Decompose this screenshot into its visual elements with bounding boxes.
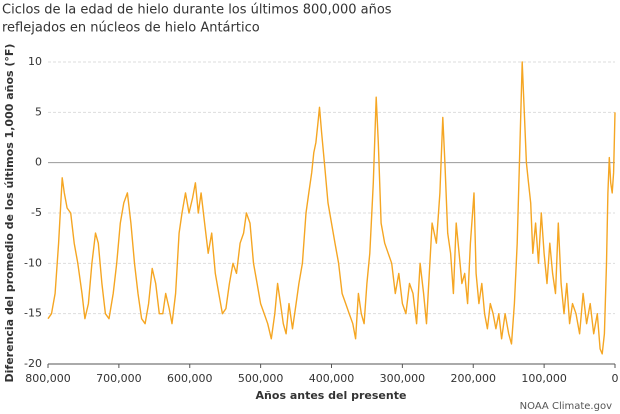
y-axis-label: Diferencia del promedio de los últimos 1… xyxy=(3,44,16,383)
x-tick-label: 400,000 xyxy=(309,372,355,385)
chart-title: reflejados en núcleos de hielo Antártico xyxy=(2,21,260,36)
y-tick-label: -20 xyxy=(24,357,42,370)
y-tick-label: 10 xyxy=(28,55,42,68)
y-tick-label: 5 xyxy=(35,105,42,118)
source: NOAA Climate.gov xyxy=(520,401,612,412)
x-axis-label: Años antes del presente xyxy=(256,389,407,402)
y-tick-label: -10 xyxy=(24,256,42,269)
x-tick-label: 700,000 xyxy=(96,372,142,385)
x-tick-label: 200,000 xyxy=(451,372,497,385)
x-tick-label: 100,000 xyxy=(521,372,567,385)
x-tick-label: 600,000 xyxy=(167,372,213,385)
y-tick-label: -5 xyxy=(31,206,42,219)
y-tick-label: 0 xyxy=(35,156,42,169)
y-tick-label: -15 xyxy=(24,307,42,320)
data-line xyxy=(47,61,616,355)
x-tick-label: 0 xyxy=(612,372,619,385)
chart-title: Ciclos de la edad de hielo durante los ú… xyxy=(2,3,392,18)
x-tick-label: 500,000 xyxy=(238,372,284,385)
x-tick-label: 300,000 xyxy=(380,372,426,385)
x-tick-label: 800,000 xyxy=(25,372,71,385)
